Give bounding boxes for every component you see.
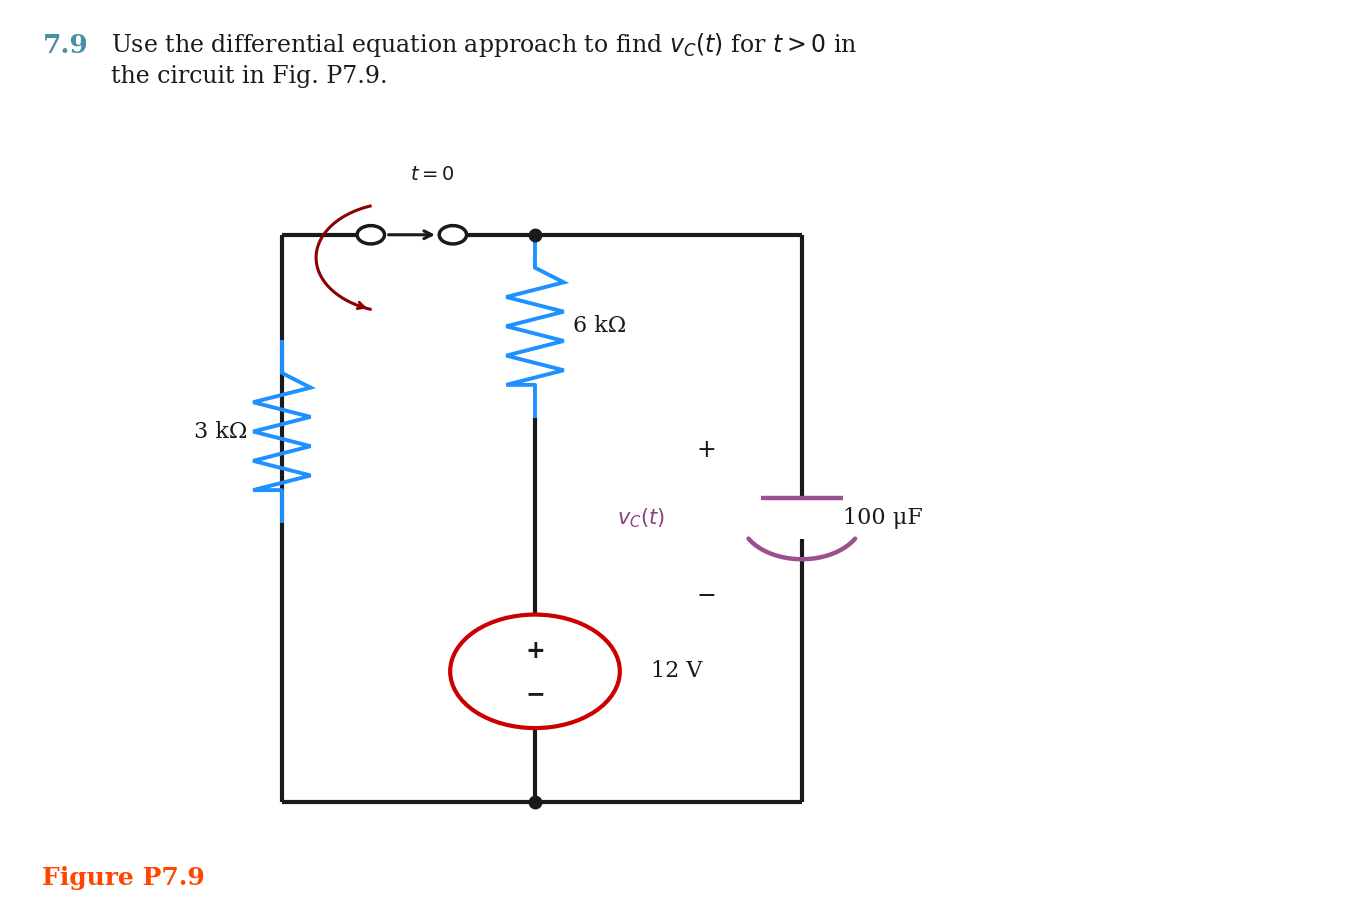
- Text: −: −: [696, 584, 716, 609]
- Circle shape: [439, 226, 466, 244]
- Text: $v_C(t)$: $v_C(t)$: [617, 507, 665, 531]
- Text: the circuit in Fig. P7.9.: the circuit in Fig. P7.9.: [111, 65, 388, 88]
- Text: Figure P7.9: Figure P7.9: [43, 867, 206, 890]
- Text: $t = 0$: $t = 0$: [410, 166, 455, 185]
- Text: 12 V: 12 V: [651, 660, 703, 682]
- Text: 7.9: 7.9: [43, 33, 88, 59]
- Text: +: +: [525, 640, 544, 664]
- Text: Use the differential equation approach to find $v_C(t)$ for $t > 0$ in: Use the differential equation approach t…: [111, 30, 857, 59]
- Text: 100 μF: 100 μF: [843, 508, 923, 530]
- Text: 3 kΩ: 3 kΩ: [195, 420, 248, 442]
- Circle shape: [356, 226, 384, 244]
- Text: 6 kΩ: 6 kΩ: [573, 315, 627, 337]
- Text: −: −: [525, 682, 544, 706]
- Text: +: +: [696, 438, 716, 462]
